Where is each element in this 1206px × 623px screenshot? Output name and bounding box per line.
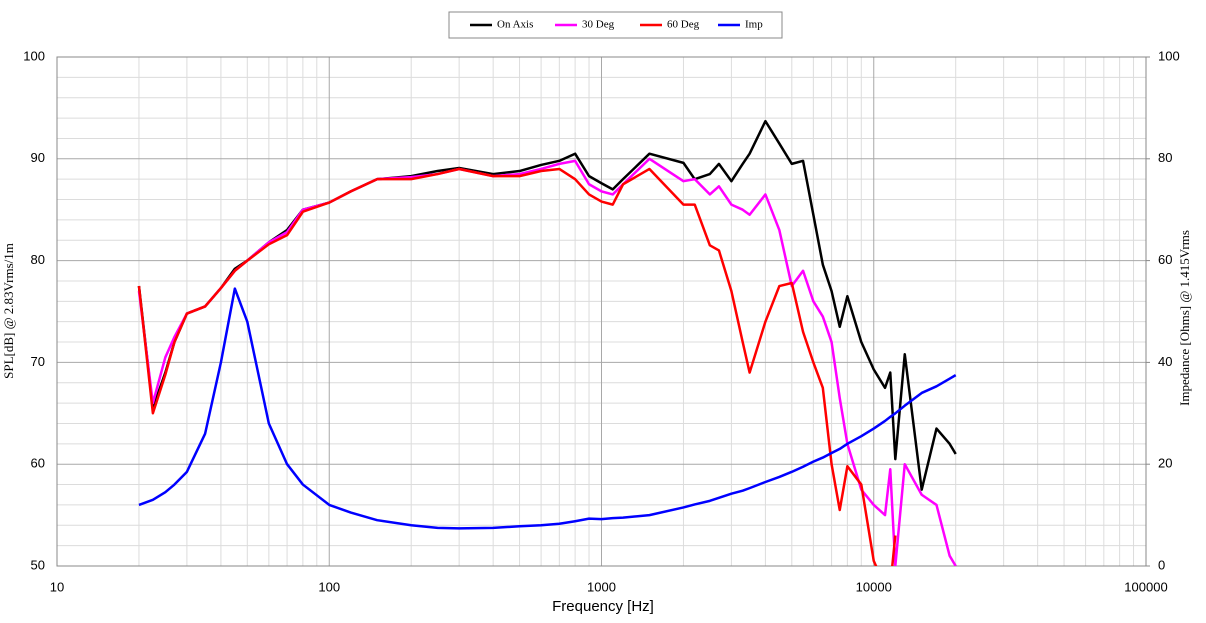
legend-label: 60 Deg — [667, 19, 700, 31]
y2-tick-label: 20 — [1158, 456, 1172, 471]
x-tick-label: 10 — [50, 579, 64, 594]
y-tick-label: 100 — [23, 48, 45, 63]
y-tick-label: 70 — [31, 354, 45, 369]
legend-label: Imp — [745, 19, 763, 31]
x-tick-label: 10000 — [856, 579, 892, 594]
x-axis-label: Frequency [Hz] — [552, 598, 654, 615]
series-line — [137, 167, 897, 566]
y2-axis-label: Impedance [Ohms] @ 1.415Vrms — [1177, 230, 1192, 406]
plot-frame — [56, 56, 1147, 567]
x-tick-label: 1000 — [587, 579, 616, 594]
y-tick-label: 50 — [31, 557, 45, 572]
y-tick-label: 60 — [31, 456, 45, 471]
legend-label: 30 Deg — [582, 19, 615, 31]
y2-tick-label: 0 — [1158, 557, 1165, 572]
y2-tick-label: 40 — [1158, 354, 1172, 369]
y2-tick-label: 80 — [1158, 150, 1172, 165]
y-axis-label: SPL[dB] @ 2.83Vrms/1m — [1, 243, 16, 379]
x-tick-label: 100 — [318, 579, 340, 594]
plot-lines — [137, 119, 957, 566]
series-line — [138, 287, 957, 530]
y2-tick-label: 100 — [1158, 48, 1180, 63]
y-tick-label: 80 — [31, 252, 45, 267]
legend: On Axis 30 Deg 60 Deg Imp — [470, 19, 763, 31]
legend-label: On Axis — [497, 19, 533, 31]
x-tick-label: 100000 — [1124, 579, 1167, 594]
y-tick-label: 90 — [31, 150, 45, 165]
y2-tick-label: 60 — [1158, 252, 1172, 267]
